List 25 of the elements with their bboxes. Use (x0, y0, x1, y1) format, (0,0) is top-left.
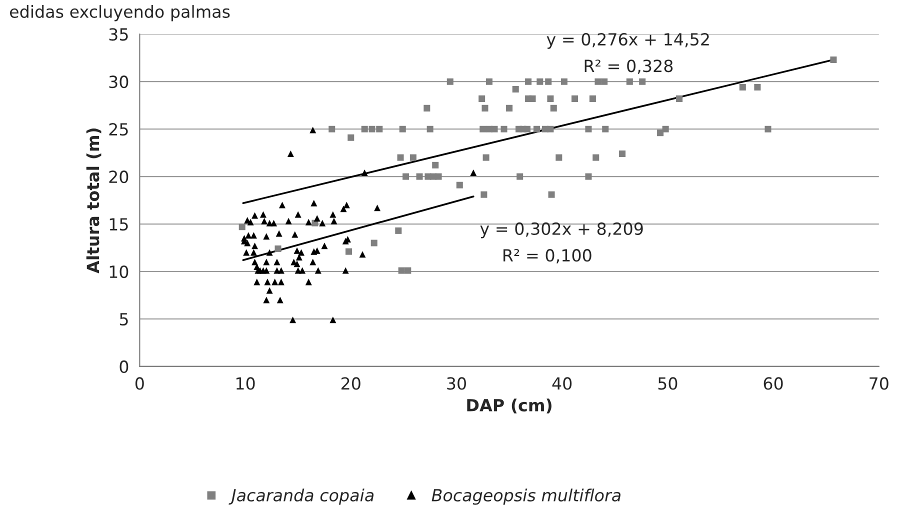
x-tick-label: 30 (447, 377, 466, 390)
x-tick-label: 50 (658, 377, 678, 390)
annotation: y = 0,276x + 14,52 (546, 33, 709, 49)
y-axis-title: Altura total (m) (86, 128, 102, 274)
annotation: y = 0,302x + 8,209 (480, 222, 643, 238)
y-tick-label: 15 (110, 218, 128, 231)
annotation: R² = 0,328 (584, 60, 673, 74)
x-axis-title: DAP (cm) (467, 398, 552, 414)
y-tick-label: 35 (109, 28, 128, 41)
x-tick-label: 70 (870, 377, 888, 390)
x-tick-label: 10 (236, 377, 255, 390)
y-tick-label: 5 (120, 313, 128, 326)
y-tick-label: 25 (109, 123, 128, 136)
x-tick-label: 0 (135, 377, 144, 390)
legend-label: Jacaranda copaia (228, 488, 374, 505)
x-tick-label: 20 (341, 377, 360, 390)
y-tick-label: 30 (109, 76, 128, 88)
annotation: R² = 0,100 (504, 249, 592, 264)
y-tick-label: 10 (110, 265, 128, 278)
y-tick-label: 0 (120, 360, 128, 374)
x-tick-label: 60 (764, 377, 783, 390)
chart-title: edidas excluyendo palmas (10, 5, 230, 22)
y-tick-label: 20 (109, 170, 128, 184)
x-tick-label: 40 (552, 377, 572, 390)
legend-label: Bocageopsis multiflora (432, 488, 620, 505)
